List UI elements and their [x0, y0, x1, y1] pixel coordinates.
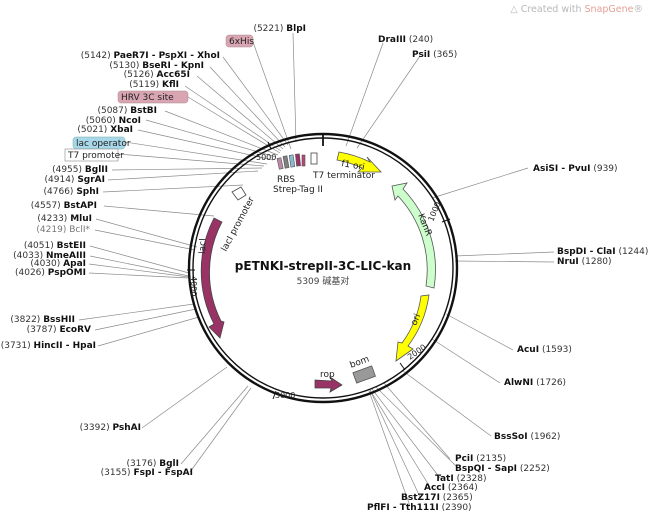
site-sphi: (4766) SphI — [44, 187, 100, 197]
site-blpi: (5221) BlpI — [253, 24, 306, 34]
site-acui: AcuI (1593) — [517, 345, 572, 355]
ori-arrow — [395, 294, 430, 362]
site-sapi: BspQI - SapI (2252) — [455, 464, 550, 474]
plasmid-name: pETNKI-strepII-3C-LIC-kan — [235, 259, 411, 273]
site-kfli: (5119) KflI — [129, 80, 179, 90]
site-acc65i: (5126) Acc65I — [124, 70, 190, 80]
site-kpni: (5130) BseRI - KpnI — [109, 61, 204, 71]
box-lac-operator: lac operator — [76, 139, 131, 149]
site-nmeaiii: (4033) NmeAIII — [13, 251, 86, 261]
box-hrv-3c: HRV 3C site — [121, 93, 174, 103]
tick-label-3000: 3000 — [275, 391, 295, 400]
site-bsssoi: BssSoI (1962) — [494, 432, 560, 442]
watermark: △ Created with SnapGene® — [510, 4, 643, 15]
site-pvui: AsiSI - PvuI (939) — [533, 164, 618, 174]
site-draiii: DraIII (240) — [378, 35, 433, 45]
plasmid-size: 5309 碱基对 — [297, 275, 350, 287]
rbs-label: RBS — [277, 175, 295, 185]
site-hpai: (3731) HincII - HpaI — [1, 341, 96, 351]
leader-lines — [78, 32, 555, 507]
rop-label: rop — [320, 370, 335, 380]
site-sgrai: (4914) SgrAI — [45, 175, 106, 185]
site-pshai: (3392) PshAI — [80, 423, 141, 433]
laci-promoter-label: lacI promoter — [220, 195, 257, 253]
site-bstz17i: BstZ17I (2365) — [401, 493, 473, 503]
rop-arrow — [314, 375, 343, 393]
site-ncoi: (5060) NcoI — [86, 116, 141, 126]
site-bsshii: (3822) BssHII — [10, 315, 75, 325]
box-6xhis: 6xHis — [229, 37, 254, 47]
feature-boxes: 6xHis HRV 3C site lac operator T7 promot… — [64, 34, 254, 162]
site-mlui: (4233) MluI — [37, 214, 92, 224]
site-pspomi: (4026) PspOMI — [15, 268, 86, 278]
site-xhoi: (5142) PaeR7I - PspXI - XhoI — [81, 51, 220, 61]
snapgene-icon: △ — [510, 4, 518, 15]
laci-label: lacI — [198, 238, 209, 254]
laci-promoter-marker — [231, 186, 247, 201]
site-psii: PsiI (365) — [412, 50, 457, 60]
site-tth111i: PflFI - Tth111I (2390) — [367, 503, 472, 513]
site-clai: BspDI - ClaI (1244) — [557, 247, 648, 257]
site-nrui: NruI (1280) — [557, 257, 612, 267]
site-apai: (4030) ApaI — [30, 259, 86, 269]
tick-label-4000: 4000 — [189, 276, 198, 296]
ori-label: ori — [410, 313, 424, 328]
t7-terminator-box — [310, 152, 318, 165]
site-bsteii: (4051) BstEII — [24, 241, 86, 251]
f1-ori-arrow — [336, 151, 382, 173]
tick-label-5000: 5000 — [256, 153, 276, 162]
site-ecorv: (3787) EcoRV — [27, 325, 91, 335]
expression-cassette — [276, 152, 318, 170]
site-fspi: (3155) FspI - FspAI — [101, 468, 193, 478]
site-bglii: (4955) BglII — [52, 165, 108, 175]
strep-tag-label: Strep-Tag II — [273, 185, 323, 195]
site-tati: TatI (2328) — [435, 474, 487, 484]
site-alwni: AlwNI (1726) — [504, 378, 566, 388]
kanr-arrow — [391, 182, 436, 289]
site-labels-right: DraIII (240) PsiI (365) AsiSI - PvuI (93… — [367, 35, 648, 513]
t7-terminator-label: T7 terminator — [312, 171, 375, 181]
bom-box — [352, 365, 376, 384]
box-t7-promoter: T7 promoter — [67, 151, 124, 161]
site-xbai: (5021) XbaI — [77, 125, 133, 135]
site-bgli: (3176) BglI — [126, 459, 179, 469]
site-labels-left: (5221) BlpI (5142) PaeR7I - PspXI - XhoI… — [1, 24, 306, 478]
laci-arrow — [200, 217, 225, 339]
site-acci: AccI (2364) — [424, 483, 478, 493]
site-bstapi: (4557) BstAPI — [31, 201, 97, 211]
site-bcli: (4219) BclI* — [36, 225, 90, 235]
site-pcii: PciI (2135) — [455, 454, 506, 464]
site-bstbi: (5087) BstBI — [97, 106, 157, 116]
f1-ori-label: f1 ori — [340, 159, 365, 173]
